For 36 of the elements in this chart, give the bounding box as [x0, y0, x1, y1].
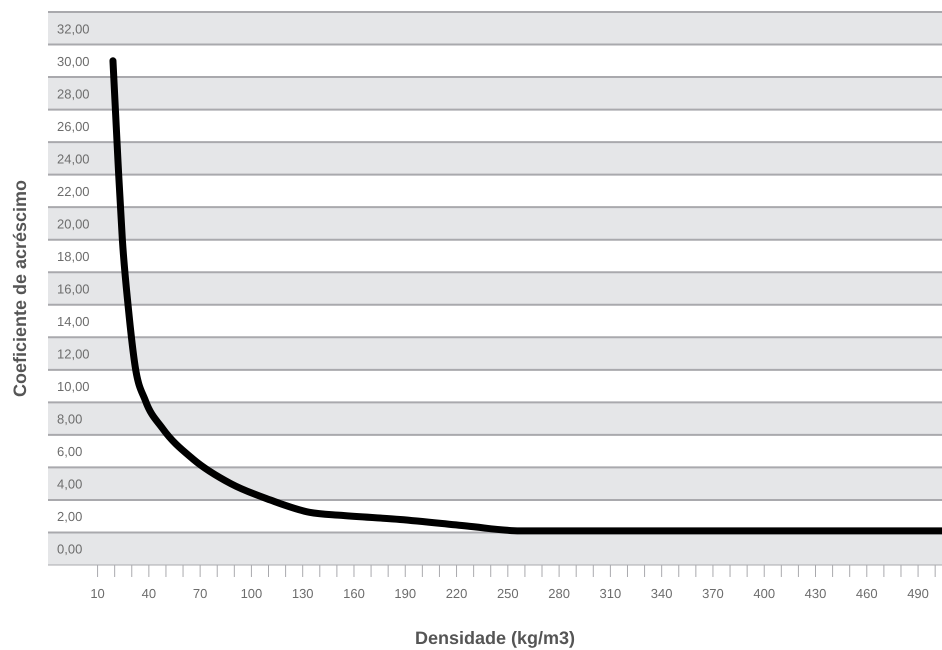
x-tick-label: 430 [804, 586, 826, 602]
y-tick-label: 28,00 [57, 86, 90, 102]
y-tick-label: 10,00 [57, 379, 90, 394]
x-tick-label: 70 [192, 586, 208, 602]
y-tick-label: 26,00 [57, 118, 90, 134]
y-tick-label: 4,00 [57, 476, 82, 492]
y-tick-label: 32,00 [57, 21, 90, 36]
x-tick-label: 160 [343, 586, 365, 602]
x-tick-label: 100 [240, 586, 262, 602]
y-tick-label: 20,00 [57, 216, 90, 232]
x-tick-label: 130 [292, 586, 314, 602]
y-tick-label: 6,00 [57, 444, 82, 460]
x-tick-label: 490 [907, 586, 929, 602]
y-tick-label: 8,00 [57, 412, 82, 427]
x-tick-label: 190 [394, 586, 416, 602]
x-tick-label: 310 [600, 586, 622, 602]
x-tick-label: 10 [90, 586, 105, 602]
y-axis-title: Coeficiente de acréscimo [10, 180, 30, 398]
y-tick-label: 18,00 [57, 248, 90, 264]
x-tick-label: 280 [548, 586, 570, 602]
x-tick-label: 220 [446, 586, 468, 602]
x-tick-label: 340 [650, 586, 673, 602]
x-axis-title: Densidade (kg/m3) [414, 628, 576, 648]
y-tick-label: 22,00 [57, 184, 90, 199]
x-tick-label: 370 [702, 586, 724, 602]
y-tick-label: 0,00 [57, 542, 82, 557]
x-tick-label: 40 [142, 586, 156, 602]
y-tick-label: 2,00 [57, 509, 82, 524]
x-tick-label: 400 [753, 586, 776, 602]
x-tick-label: 460 [856, 586, 878, 602]
y-tick-label: 12,00 [57, 346, 90, 362]
x-tick-label: 250 [496, 586, 519, 602]
y-tick-label: 16,00 [57, 282, 90, 296]
y-tick-label: 24,00 [57, 151, 90, 166]
y-tick-label: 14,00 [57, 314, 90, 330]
y-tick-label: 30,00 [57, 54, 90, 69]
